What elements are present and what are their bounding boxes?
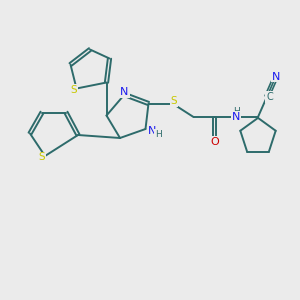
Text: S: S bbox=[38, 152, 45, 163]
Text: C: C bbox=[266, 92, 273, 102]
Text: N: N bbox=[148, 126, 156, 136]
Text: N: N bbox=[120, 87, 129, 97]
Text: S: S bbox=[171, 96, 177, 106]
Text: O: O bbox=[210, 137, 219, 147]
Text: H: H bbox=[233, 107, 239, 116]
Text: S: S bbox=[71, 85, 77, 95]
Text: N: N bbox=[232, 112, 240, 122]
Text: H: H bbox=[155, 130, 161, 139]
Text: N: N bbox=[272, 71, 280, 82]
